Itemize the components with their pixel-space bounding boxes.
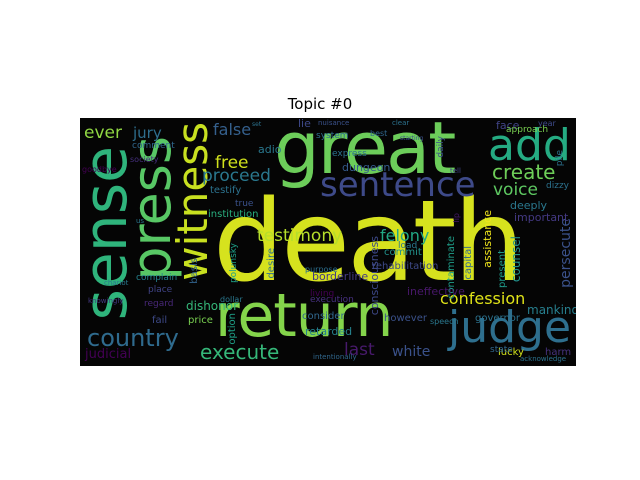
word-load: state xyxy=(490,345,513,355)
word-free: free xyxy=(215,153,249,173)
word-polunsky: desire xyxy=(266,248,277,279)
word-false: false xyxy=(213,120,252,139)
word-commit: load xyxy=(398,241,418,251)
word-price: dungeon xyxy=(342,161,391,174)
word-consciousness: consciousness xyxy=(368,236,381,316)
word-society: acknowledge xyxy=(520,355,567,363)
word-retarded: true xyxy=(235,199,254,209)
word-return: return xyxy=(215,281,393,351)
word-judge: judge xyxy=(448,302,572,353)
word-present: deeply xyxy=(510,199,548,212)
word-capital: capital xyxy=(463,246,474,280)
word-system: regard xyxy=(144,299,174,309)
word-mankind: mankind xyxy=(527,303,576,317)
word-bad: rehabilitation xyxy=(372,261,439,272)
word-lucky: lucky xyxy=(498,347,524,358)
word-eyed: consider xyxy=(302,311,345,322)
word-goodbye: intentionally xyxy=(313,353,357,361)
word-chariot: best xyxy=(370,129,388,138)
word-felony: felony xyxy=(380,226,430,245)
word-create: create xyxy=(492,160,556,184)
word-purpose: lip xyxy=(452,213,461,223)
word-living: approach xyxy=(506,125,549,135)
word-pile: dishonor xyxy=(186,299,239,313)
word-clear: us xyxy=(136,217,145,225)
word-state: dizzy xyxy=(546,181,569,191)
word-intentionally: clear xyxy=(392,119,410,127)
word-best: tell xyxy=(450,167,461,175)
word-death: death xyxy=(213,177,525,307)
figure-title: Topic #0 xyxy=(287,95,353,113)
word-comment: knowingly xyxy=(88,297,124,305)
word-lost: borderline xyxy=(312,270,369,283)
word-desire: governor xyxy=(475,313,521,324)
word-great: great xyxy=(274,118,456,190)
word-harm: harm xyxy=(545,347,572,358)
word-fail: express xyxy=(332,149,367,159)
word-knowingly: nuisance xyxy=(318,119,350,127)
word-dishonor: living xyxy=(310,289,335,299)
word-acknowledge: starting xyxy=(400,135,424,142)
word-counsel: counsel xyxy=(509,236,523,283)
word-option: ineffective xyxy=(407,285,465,298)
word-approach: system xyxy=(316,131,349,141)
word-white: white xyxy=(392,344,431,360)
word-sentence: sentence xyxy=(320,165,476,205)
word-governor: fail xyxy=(152,315,168,326)
word-dollar: daily xyxy=(436,136,446,158)
word-hunt: execution xyxy=(310,295,354,305)
word-lip: price xyxy=(188,315,213,326)
word-voice: voice xyxy=(493,180,538,200)
word-basis: retarded xyxy=(305,325,353,338)
word-last: last xyxy=(344,340,375,360)
word-true: face xyxy=(496,119,520,132)
word-ever: ever xyxy=(84,123,122,143)
word-persecute: persecute xyxy=(558,218,574,288)
word-consider: institution xyxy=(208,209,259,220)
word-deeply: important xyxy=(514,211,569,224)
word-execute: execute xyxy=(200,340,280,364)
word-place: speech xyxy=(430,317,459,326)
word-confession: confession xyxy=(440,289,526,308)
word-dizzy: society xyxy=(130,155,159,164)
word-country: country xyxy=(87,324,179,352)
word-assistance: assistance xyxy=(481,210,494,268)
word-rehabilitation: testify xyxy=(210,185,242,196)
word-testify: polunsky xyxy=(229,243,239,284)
word-dungeon: year xyxy=(538,119,556,128)
word-ineffective: judicial xyxy=(85,347,132,362)
word-execution: basis xyxy=(189,258,200,284)
word-testimony: testimony xyxy=(257,226,343,246)
word-jury: jury xyxy=(133,124,162,142)
word-adio: purpose xyxy=(305,265,338,274)
word-proceed: proceed xyxy=(202,166,271,186)
word-speech: chariot xyxy=(104,279,129,287)
word-cloud: death great return sense press judge add… xyxy=(80,118,576,366)
word-regard: comment xyxy=(132,141,175,151)
word-lie: place xyxy=(148,285,173,295)
word-complain: goodbye xyxy=(82,165,117,174)
word-witness: witness xyxy=(168,122,217,281)
word-daily: option xyxy=(227,313,238,345)
word-year: however xyxy=(384,313,427,324)
word-nuisance: set xyxy=(252,121,262,128)
word-face: lie xyxy=(298,118,311,130)
word-institution: dollar xyxy=(220,295,243,304)
word-borderline: adio xyxy=(258,143,282,156)
word-add: add xyxy=(488,120,571,171)
word-judicial: commit xyxy=(384,247,422,258)
word-however: complain xyxy=(136,273,178,283)
word-express: pile xyxy=(555,150,565,167)
word-important: present xyxy=(497,250,508,289)
